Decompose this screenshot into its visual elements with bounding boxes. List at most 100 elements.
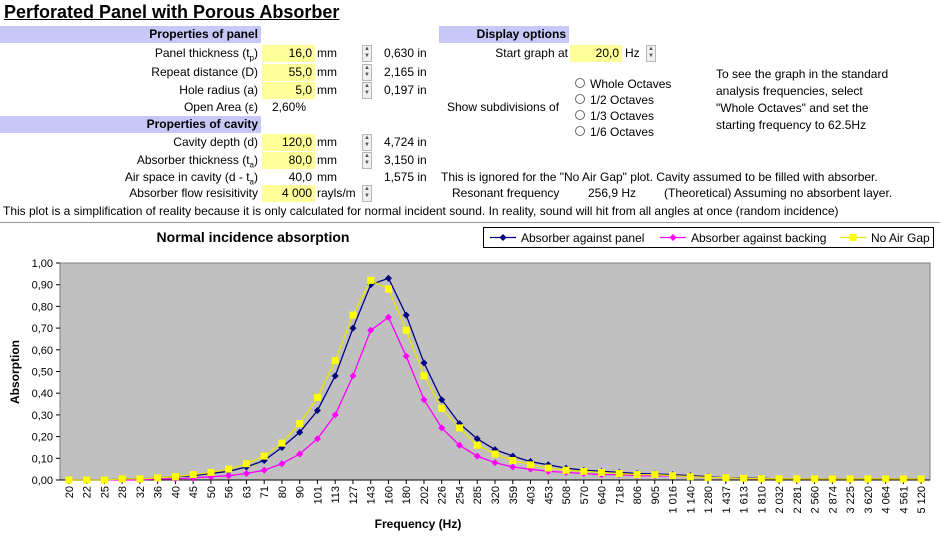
repeat-distance-input[interactable]: 55,0 [262,64,315,81]
start-graph-spinner[interactable]: ▲ ▼ [646,45,656,62]
x-tick-label: 4 064 [881,486,893,514]
resonant-frequency-value: 256,9 Hz [588,186,637,200]
hole-radius-spinner[interactable]: ▲ ▼ [362,82,372,99]
data-point [669,472,677,480]
no-air-gap-note: This is ignored for the "No Air Gap" plo… [441,170,878,184]
data-point [455,424,463,432]
hole-radius-input[interactable]: 5,0 [262,82,315,99]
x-tick-label: 1 016 [668,486,680,514]
panel-thickness-unit: mm [317,46,337,60]
data-point [793,475,801,483]
data-point [828,475,836,483]
data-point [455,441,463,449]
repeat-distance-unit: mm [317,65,337,79]
x-tick-label: 718 [614,486,626,504]
cavity-depth-unit: mm [317,135,337,149]
theoretical-note: (Theoretical) Assuming no absorbent laye… [664,186,893,200]
x-tick-label: 2 281 [792,486,804,514]
data-point [562,466,570,474]
flow-resistivity-input[interactable]: 4 000 [262,185,315,202]
x-axis-label: Frequency (Hz) [375,517,462,531]
cavity-depth-input[interactable]: 120,0 [262,134,315,151]
data-point [775,475,783,483]
repeat-distance-spinner[interactable]: ▲ ▼ [362,64,372,81]
data-point [846,475,854,483]
absorber-thickness-input[interactable]: 80,0 [262,152,315,169]
data-point [100,476,108,484]
absorber-thickness-spinner[interactable]: ▲ ▼ [362,152,372,169]
data-point [455,420,463,428]
x-tick-label: 71 [259,486,271,498]
x-tick-label: 25 [99,486,111,498]
start-graph-input[interactable]: 20,0 [570,45,622,62]
panel-section-header: Properties of panel [0,26,261,43]
x-tick-label: 28 [117,486,129,498]
radio-sixth-octaves[interactable] [575,126,585,136]
absorber-thickness-inches: 3,150 in [384,153,427,167]
data-point [686,473,694,481]
data-point [331,372,339,380]
x-tick-label: 36 [153,486,165,498]
y-tick-label: 0,70 [32,323,53,335]
radio-third-octaves[interactable] [575,110,585,120]
data-point [473,452,481,460]
radio-whole-octaves[interactable] [575,78,585,88]
data-point [757,475,765,483]
data-point [349,372,357,380]
flow-resistivity-spinner[interactable]: ▲ ▼ [362,185,372,202]
data-point [598,468,606,476]
x-tick-label: 143 [366,486,378,504]
subdivisions-label: Show subdivisions of [447,100,560,114]
cavity-depth-spinner[interactable]: ▲ ▼ [362,134,372,151]
x-tick-label: 160 [383,486,395,504]
data-point [651,471,659,479]
data-point [704,473,712,481]
data-point [260,466,268,474]
data-point [331,357,339,365]
data-point [136,475,144,483]
absorption-chart: Normal incidence absorption 0,00 0,10 0,20… [8,229,931,531]
x-tick-label: 806 [632,486,644,504]
x-tick-label: 180 [401,486,413,504]
data-point [313,394,321,402]
chart-title: Normal incidence absorption [157,229,350,245]
x-tick-label: 226 [437,486,449,504]
data-point [367,326,375,334]
cavity-depth-inches: 4,724 in [384,135,427,149]
data-point [899,475,907,483]
data-point [811,475,819,483]
chart-area[interactable] [0,222,940,543]
x-tick-label: 101 [312,486,324,504]
data-point [438,396,446,404]
x-tick-label: 2 874 [827,486,839,514]
option-half-octaves-label: 1/2 Octaves [590,93,655,107]
data-point [313,435,321,443]
data-point [171,473,179,481]
air-space-value: 40,0 [288,170,312,184]
data-point [296,450,304,458]
y-tick-label: 0,50 [32,367,53,379]
air-space-label: Air space in cavity (d - ta) [124,170,258,187]
y-axis-label: Absorption [8,340,22,404]
data-point [491,459,499,467]
repeat-distance-label: Repeat distance (D) [151,65,258,79]
data-point [402,311,410,319]
x-tick-label: 22 [82,486,94,498]
data-point [331,411,339,419]
analysis-note: To see the graph in the standard analysi… [716,67,889,132]
x-tick-label: 50 [206,486,218,498]
option-third-octaves-label: 1/3 Octaves [590,109,655,123]
x-tick-label: 508 [561,486,573,504]
hole-radius-unit: mm [317,83,337,97]
panel-thickness-input[interactable]: 16,0 [262,45,315,62]
data-point [527,461,535,469]
data-point [65,476,73,484]
radio-half-octaves[interactable] [575,94,585,104]
x-tick-label: 127 [348,486,360,504]
x-tick-label: 570 [579,486,591,504]
panel-thickness-spinner[interactable]: ▲ ▼ [362,45,372,62]
y-tick-label: 1,00 [32,258,53,270]
x-tick-label: 254 [454,486,466,504]
legend-label: Absorber against panel [521,231,644,245]
legend-marker [669,234,677,241]
